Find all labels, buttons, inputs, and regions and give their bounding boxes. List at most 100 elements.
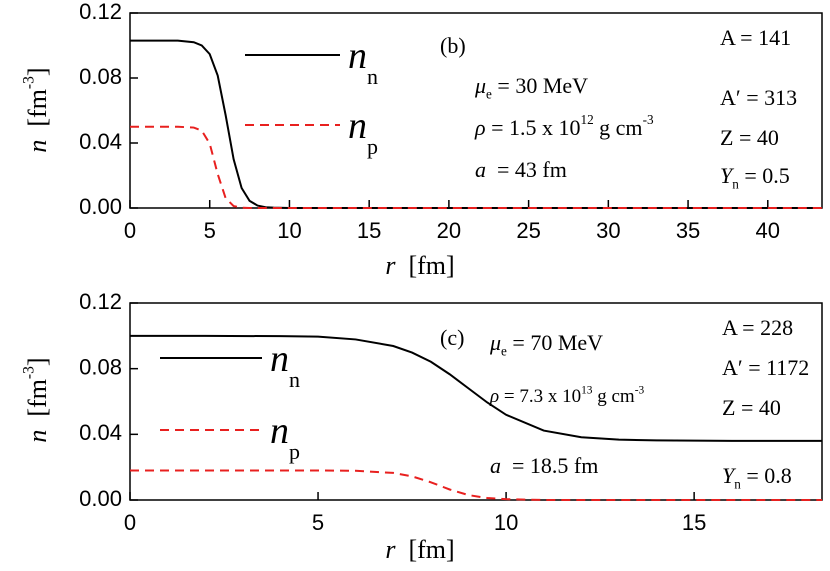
legend-sub: n — [367, 64, 378, 89]
legend-label: np — [270, 410, 300, 464]
text-part: a — [490, 453, 501, 478]
text-part: -3 — [635, 384, 645, 396]
x-tick-label: 15 — [357, 218, 381, 243]
text-part: = 30 MeV — [492, 73, 588, 98]
annotation: A = 228 — [722, 315, 793, 340]
x-tick-label: 35 — [676, 218, 700, 243]
text-part: = 70 MeV — [507, 330, 603, 355]
text-part: ρ — [489, 386, 499, 407]
text-part: 13 — [581, 384, 593, 396]
text-part: μ — [489, 330, 501, 355]
annotation: A′ = 1172 — [722, 355, 809, 380]
annotation: Z = 40 — [722, 395, 781, 420]
text-part: = 0.8 — [741, 463, 792, 488]
annotation: ρ = 1.5 x 1012 g cm-3 — [474, 112, 654, 140]
text-part: Y — [720, 163, 735, 188]
legend-name: n — [270, 338, 289, 380]
text-part: g cm — [594, 115, 643, 140]
text-part: [fm] — [395, 251, 454, 280]
legend-name: n — [348, 35, 367, 77]
text-part: r — [385, 251, 396, 280]
text-part: Z = 40 — [720, 125, 779, 150]
annotation: A′ = 313 — [720, 85, 797, 110]
text-part: A = 228 — [722, 315, 793, 340]
legend-name: n — [348, 105, 367, 147]
y-axis-label: n [fm-3] — [20, 67, 52, 152]
text-part: A = 141 — [720, 25, 791, 50]
y-tick-label: 0.12 — [79, 0, 122, 24]
x-tick-label: 5 — [312, 510, 324, 535]
annotation: A = 141 — [720, 25, 791, 50]
x-tick-label: 5 — [204, 218, 216, 243]
text-part: r — [385, 535, 396, 564]
text-part: [fm — [23, 379, 52, 430]
annotation: Z = 40 — [720, 125, 779, 150]
plot-frame — [129, 302, 823, 501]
text-part: n — [23, 430, 52, 443]
text-part: Y — [722, 463, 737, 488]
x-tick-label: 40 — [756, 218, 780, 243]
x-axis-label: r [fm] — [385, 535, 454, 564]
x-tick-label: 0 — [124, 218, 136, 243]
legend-sub: p — [367, 134, 378, 159]
text-part: g cm — [592, 386, 634, 407]
text-part: n — [734, 477, 741, 492]
x-tick-label: 25 — [516, 218, 540, 243]
legend-label: nn — [270, 338, 300, 392]
text-part: A′ = 1172 — [722, 355, 809, 380]
x-tick-label: 10 — [494, 510, 518, 535]
text-part: e — [501, 344, 507, 359]
annotation: Yn = 0.8 — [722, 463, 792, 492]
text-part: [fm] — [395, 535, 454, 564]
y-tick-label: 0.00 — [79, 194, 122, 219]
text-part: -3 — [643, 112, 654, 127]
text-part: a — [475, 157, 486, 182]
legend-name: n — [270, 410, 289, 452]
legend-sub: p — [289, 439, 300, 464]
text-part: μ — [474, 73, 486, 98]
series-line — [130, 39, 822, 209]
series-line — [129, 334, 822, 442]
text-part: = 7.3 x 10 — [499, 386, 581, 407]
y-tick-label: 0.08 — [79, 354, 122, 379]
annotation: a = 18.5 fm — [490, 453, 598, 478]
text-part: -3 — [20, 366, 37, 379]
y-tick-label: 0.04 — [79, 129, 122, 154]
text-part: n — [23, 140, 52, 153]
series-line — [130, 125, 822, 209]
x-tick-label: 0 — [124, 510, 136, 535]
text-part: -3 — [20, 76, 37, 89]
legend-label: nn — [348, 35, 378, 89]
x-tick-label: 20 — [437, 218, 461, 243]
y-tick-label: 0.04 — [79, 420, 122, 445]
annotation: ρ = 7.3 x 1013 g cm-3 — [489, 384, 644, 407]
panel-label: (b) — [440, 33, 466, 58]
text-part: 12 — [580, 112, 593, 127]
x-axis-label: r [fm] — [385, 251, 454, 280]
y-axis-label: n [fm-3] — [20, 357, 52, 442]
y-tick-label: 0.12 — [79, 289, 122, 314]
annotation: μe = 70 MeV — [489, 330, 603, 359]
text-part: Z = 40 — [722, 395, 781, 420]
text-part: = 43 fm — [486, 157, 567, 182]
text-part: [fm — [23, 89, 52, 140]
legend-sub: n — [289, 367, 300, 392]
y-tick-label: 0.08 — [79, 64, 122, 89]
text-part: = 0.5 — [739, 163, 790, 188]
text-part: ] — [23, 357, 52, 366]
legend-label: np — [348, 105, 378, 159]
x-tick-label: 15 — [682, 510, 706, 535]
y-tick-label: 0.00 — [79, 486, 122, 511]
text-part: = 1.5 x 10 — [486, 115, 581, 140]
annotation: μe = 30 MeV — [474, 73, 588, 102]
text-part: ρ — [474, 115, 486, 140]
annotation: a = 43 fm — [475, 157, 567, 182]
series-line — [130, 469, 822, 501]
text-part: n — [732, 177, 739, 192]
text-part: ] — [23, 67, 52, 76]
text-part: e — [486, 87, 492, 102]
text-part: A′ = 313 — [720, 85, 797, 110]
annotation: Yn = 0.5 — [720, 163, 790, 192]
panel-label: (c) — [440, 325, 464, 350]
